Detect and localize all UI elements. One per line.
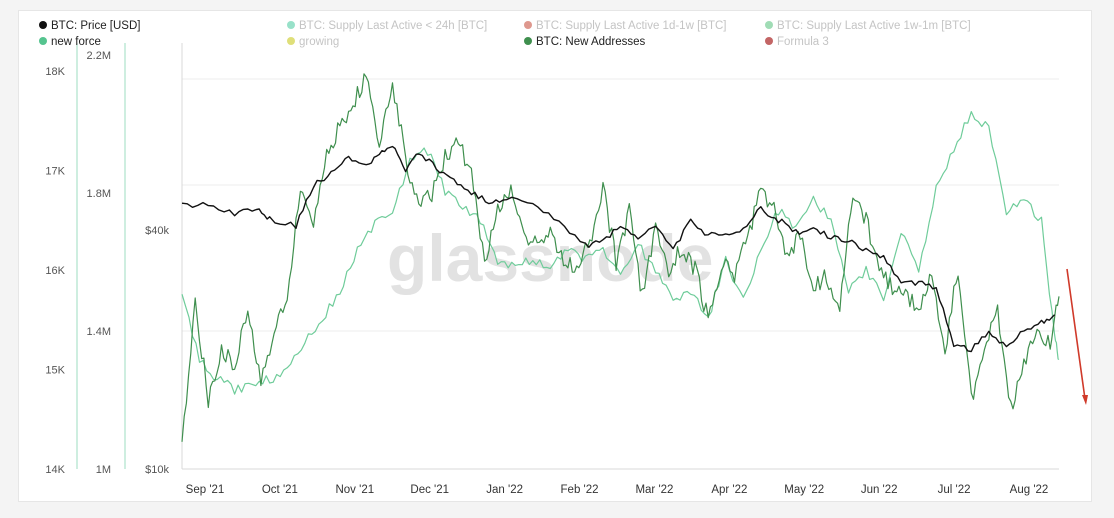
watermark-text: glassnode bbox=[387, 221, 713, 295]
x-tick-label: Nov '21 bbox=[335, 484, 374, 496]
legend-label: new force bbox=[51, 36, 101, 48]
y-tick-label: $10k bbox=[145, 464, 169, 476]
legend-label: BTC: Supply Last Active < 24h [BTC] bbox=[299, 20, 487, 32]
x-tick-label: Dec '21 bbox=[410, 484, 449, 496]
series-lines bbox=[181, 73, 1060, 442]
legend-swatch bbox=[524, 37, 532, 45]
y-tick-label: 14K bbox=[45, 464, 65, 476]
legend-item[interactable]: new force bbox=[39, 36, 101, 48]
y-tick-label: 17K bbox=[45, 165, 65, 177]
x-tick-label: Jun '22 bbox=[861, 484, 898, 496]
y-tick-label: 1.4M bbox=[87, 326, 111, 338]
legend-item[interactable]: BTC: Price [USD] bbox=[39, 20, 140, 32]
x-tick-label: Apr '22 bbox=[711, 484, 747, 496]
y-tick-label: 1.8M bbox=[87, 188, 111, 200]
x-tick-label: Jul '22 bbox=[938, 484, 971, 496]
legend-swatch bbox=[765, 21, 773, 29]
series-line-btc-new-addresses bbox=[181, 73, 1060, 442]
grid bbox=[182, 78, 1059, 470]
series-line-new-force bbox=[181, 110, 1060, 395]
x-tick-label: Mar '22 bbox=[635, 484, 673, 496]
legend-label: BTC: New Addresses bbox=[536, 36, 646, 48]
axis-lines bbox=[76, 43, 183, 469]
legend-label: Formula 3 bbox=[777, 36, 829, 48]
chart-svg: glassnode 14K 15K 16K 17K 18K 1M 1.4M 1.8M 2.2M $… bbox=[39, 20, 1088, 496]
legend-item[interactable]: BTC: Supply Last Active < 24h [BTC] bbox=[287, 20, 487, 32]
legend-item[interactable]: Formula 3 bbox=[765, 36, 829, 48]
legend-label: growing bbox=[299, 36, 339, 48]
legend-item[interactable]: BTC: New Addresses bbox=[524, 36, 646, 48]
x-tick-label: May '22 bbox=[784, 484, 824, 496]
legend-item[interactable]: growing bbox=[287, 36, 339, 48]
legend-label: BTC: Supply Last Active 1d-1w [BTC] bbox=[536, 20, 726, 32]
y-tick-label: $40k bbox=[145, 225, 169, 237]
legend-swatch bbox=[287, 37, 295, 45]
y-tick-label: 15K bbox=[45, 364, 65, 376]
y-tick-label: 18K bbox=[45, 66, 65, 78]
red-arrow-shaft bbox=[1066, 268, 1086, 400]
x-axis-ticks: Sep '21 Oct '21 Nov '21 Dec '21 Jan '22 Feb '… bbox=[186, 484, 1049, 496]
legend-swatch bbox=[39, 21, 47, 29]
y-tick-label: 1M bbox=[96, 464, 111, 476]
legend-swatch bbox=[39, 37, 47, 45]
y-axis-ticks: 14K 15K 16K 17K 18K 1M 1.4M 1.8M 2.2M $10k $40k bbox=[45, 50, 169, 476]
x-tick-label: Feb '22 bbox=[561, 484, 599, 496]
legend-label: BTC: Supply Last Active 1w-1m [BTC] bbox=[777, 20, 971, 32]
legend-swatch bbox=[765, 37, 773, 45]
red-arrow-head bbox=[1082, 395, 1088, 405]
y-tick-label: 16K bbox=[45, 265, 65, 277]
y-tick-label: 2.2M bbox=[87, 50, 111, 62]
x-tick-label: Jan '22 bbox=[486, 484, 523, 496]
chart-frame: glassnode 14K 15K 16K 17K 18K 1M 1.4M 1.8M 2.2M $… bbox=[18, 10, 1092, 502]
x-tick-label: Sep '21 bbox=[186, 484, 225, 496]
x-tick-label: Aug '22 bbox=[1010, 484, 1049, 496]
legend-item[interactable]: BTC: Supply Last Active 1d-1w [BTC] bbox=[524, 20, 726, 32]
legend: BTC: Price [USD] BTC: Supply Last Active … bbox=[39, 20, 971, 48]
legend-label: BTC: Price [USD] bbox=[51, 20, 140, 32]
series-line-btc-price-usd bbox=[181, 145, 1056, 353]
legend-swatch bbox=[524, 21, 532, 29]
legend-item[interactable]: BTC: Supply Last Active 1w-1m [BTC] bbox=[765, 20, 971, 32]
x-tick-label: Oct '21 bbox=[262, 484, 298, 496]
legend-swatch bbox=[287, 21, 295, 29]
